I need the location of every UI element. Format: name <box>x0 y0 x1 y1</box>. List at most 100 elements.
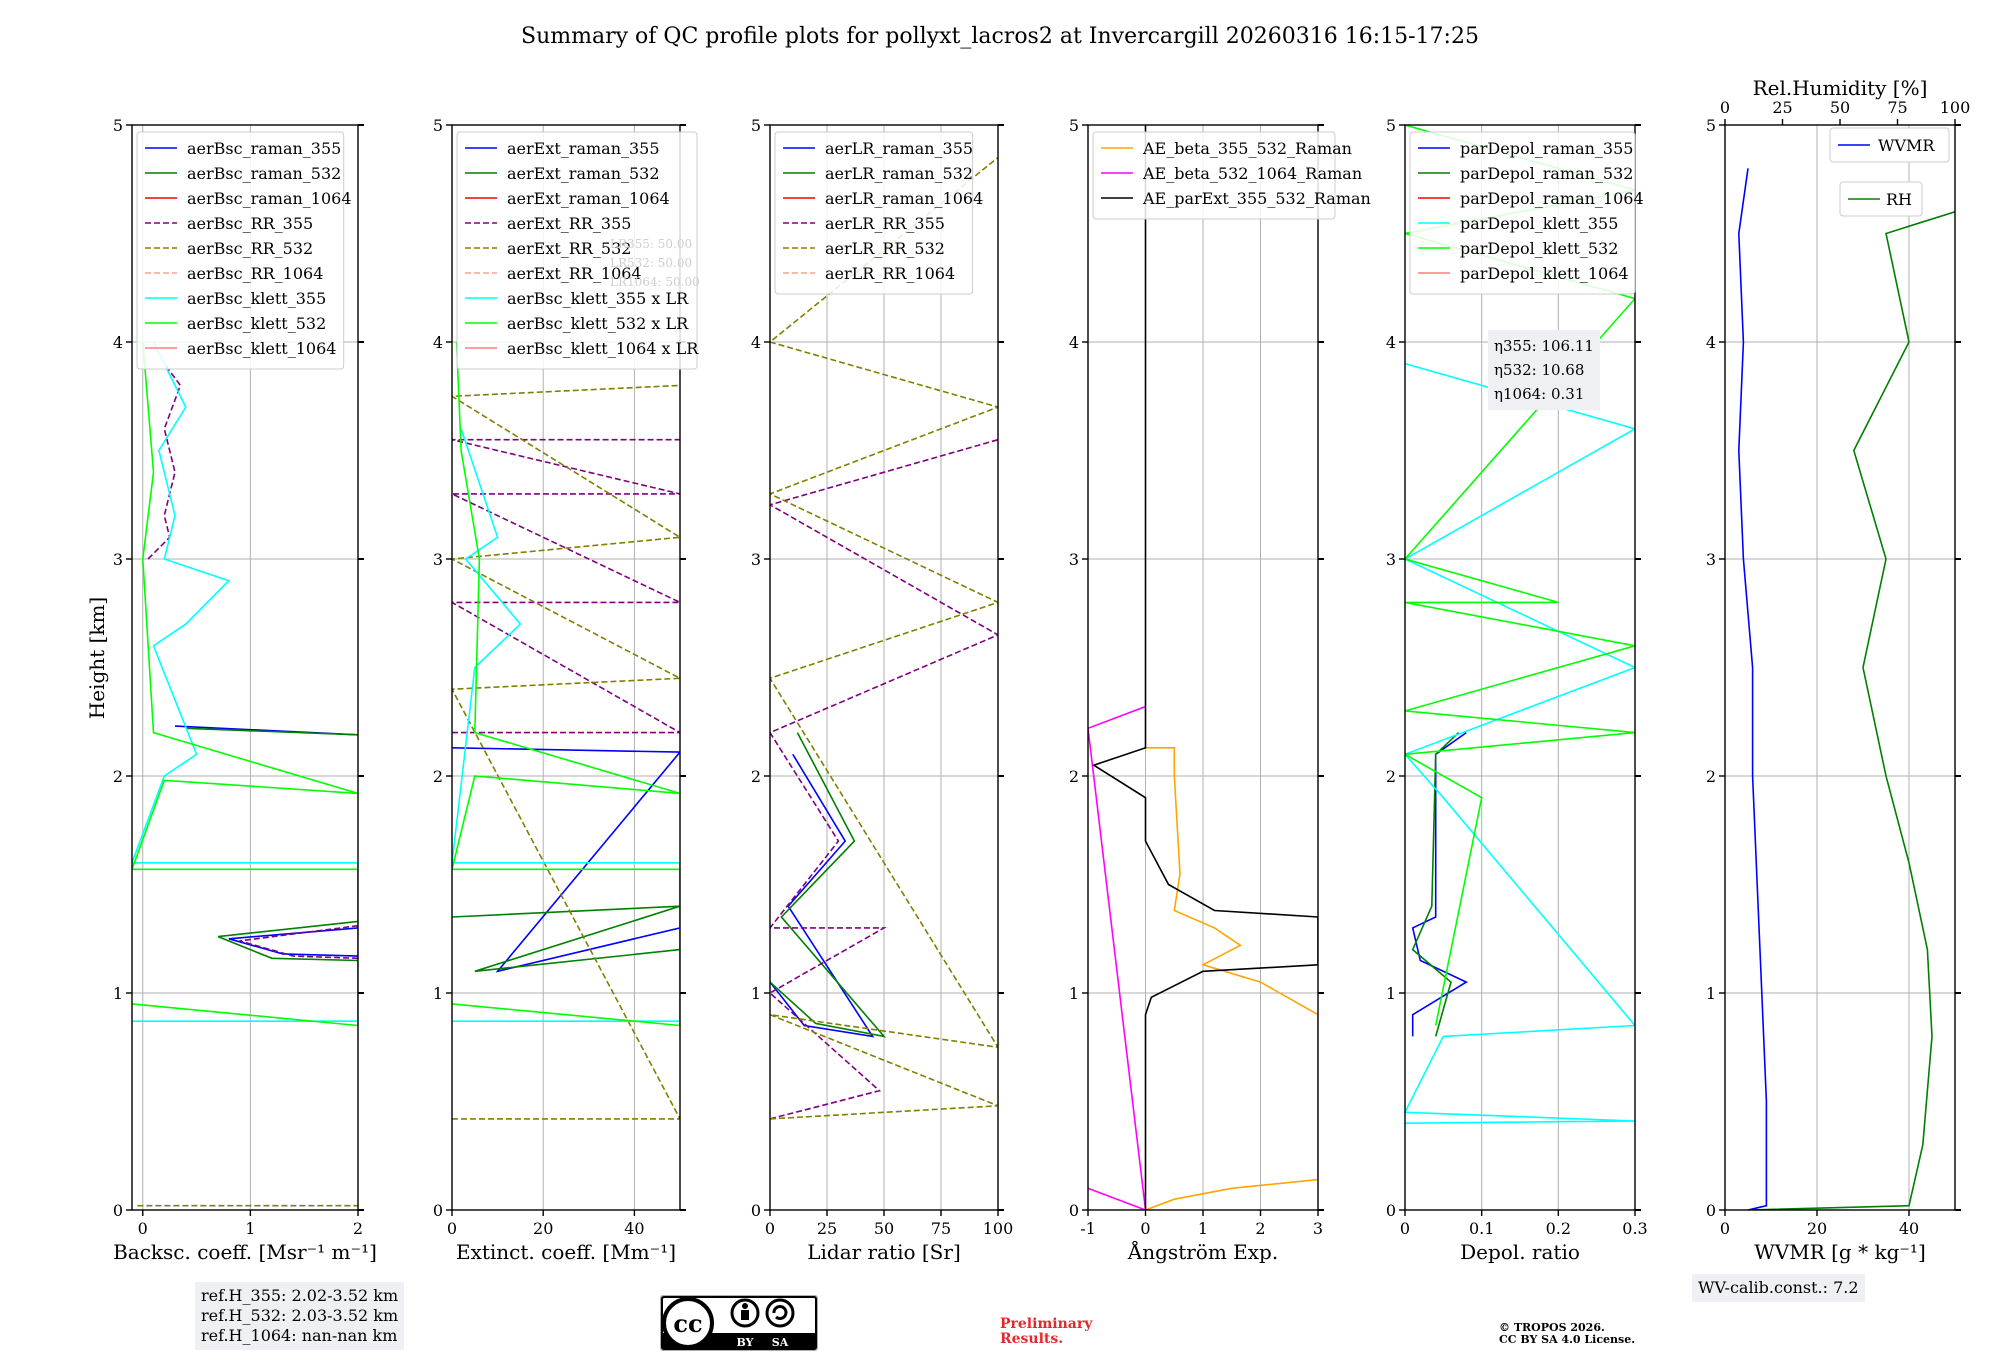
legend-label: RH <box>1886 190 1912 209</box>
by-text: BY <box>737 1336 754 1349</box>
series-line-peak-532 <box>217 920 358 962</box>
x-tick-label: 2 <box>353 1219 363 1238</box>
legend-label: parDepol_raman_1064 <box>1460 189 1644 208</box>
wv-calib-note: WV-calib.const.: 7.2 <box>1692 1274 1865 1302</box>
x-tick-label: 1 <box>245 1219 255 1238</box>
x-tick-label: 2 <box>1255 1219 1265 1238</box>
y-tick-label: 2 <box>751 767 761 786</box>
legend-label: AE_beta_355_532_Raman <box>1142 139 1352 158</box>
y-tick-label: 1 <box>433 984 443 1003</box>
legend-label: aerLR_RR_532 <box>825 239 945 258</box>
series-line-aerlr-raman-355 <box>770 753 875 1038</box>
y-tick-label: 4 <box>1706 333 1716 352</box>
series-line-peak-rr <box>239 924 358 960</box>
x-tick-label: 40 <box>1899 1219 1919 1238</box>
eta-532: η532: 10.68 <box>1494 361 1585 379</box>
y-tick-label: 5 <box>113 116 123 135</box>
y-tick-label: 0 <box>1706 1201 1716 1220</box>
legend-label: aerBsc_klett_355 <box>187 289 326 308</box>
series-line-pardepol-klett-355 <box>1405 362 1635 1124</box>
legend-label: aerBsc_RR_532 <box>187 239 313 258</box>
x-tick-label: 0.3 <box>1622 1219 1647 1238</box>
x-tick-label: 20 <box>533 1219 553 1238</box>
series-line-ae-beta-355-532-raman <box>1145 746 1318 1210</box>
x-tick-label: 50 <box>874 1219 894 1238</box>
x-axis-label: Depol. ratio <box>1460 1240 1580 1264</box>
y-tick-label: 4 <box>113 333 123 352</box>
series-line-wvmr <box>1737 168 1768 1210</box>
y-tick-label: 4 <box>433 333 443 352</box>
x-tick-label: 0 <box>1140 1219 1150 1238</box>
x2-tick-label: 25 <box>1772 98 1792 117</box>
y-tick-label: 3 <box>1706 550 1716 569</box>
x-tick-label: 0 <box>447 1219 457 1238</box>
x-tick-label: 75 <box>931 1219 951 1238</box>
series-line-aerbsc-klett-532 <box>132 341 358 1027</box>
plot-frame <box>131 124 359 1211</box>
subplot-6: 0 20 40 0 1 2 3 4 5 WVMR [g * kg⁻¹] 0 25 50 75 100 Rel.… <box>1706 76 1970 1264</box>
y-tick-label: 1 <box>1069 984 1079 1003</box>
y-tick-label: 2 <box>1069 767 1079 786</box>
legend-label: AE_parExt_355_532_Raman <box>1142 189 1371 208</box>
series-line-rh <box>1747 211 1955 1210</box>
x-tick-label: 40 <box>624 1219 644 1238</box>
legend-label: aerBsc_RR_355 <box>187 214 313 233</box>
legend-label: aerBsc_klett_355 x LR <box>507 289 689 308</box>
series-line-aerbsc-raman-532 <box>185 727 358 736</box>
eta-355: η355: 106.11 <box>1494 337 1594 355</box>
y-tick-label: 1 <box>1386 984 1396 1003</box>
legend-label: parDepol_raman_532 <box>1460 164 1633 183</box>
x-axis-label: Backsc. coeff. [Msr⁻¹ m⁻¹] <box>113 1240 377 1264</box>
faint-lr-label: LR355: 50.00 <box>610 237 692 251</box>
series-line-aerbsc-rr-355 <box>147 341 182 560</box>
preliminary-line-1: Preliminary <box>1000 1316 1093 1332</box>
legend-label: parDepol_klett_1064 <box>1460 264 1629 283</box>
x2-tick-label: 100 <box>1940 98 1971 117</box>
legend-label: aerBsc_raman_355 <box>187 139 341 158</box>
series-line-ae-parext-355-532-raman <box>1091 125 1318 1210</box>
x-axis-label: Ångström Exp. <box>1127 1239 1278 1264</box>
legend-label: aerBsc_klett_1064 <box>187 339 336 358</box>
legend-label: aerLR_raman_355 <box>825 139 973 158</box>
legend-label: aerExt_RR_532 <box>507 239 631 258</box>
x-tick-label: 25 <box>817 1219 837 1238</box>
x-tick-label: -1 <box>1080 1219 1096 1238</box>
y-tick-label: 2 <box>1706 767 1716 786</box>
x-tick-label: 0 <box>765 1219 775 1238</box>
legend-label: aerLR_raman_1064 <box>825 189 983 208</box>
preliminary-line-2: Results. <box>1000 1331 1064 1347</box>
legend-label: AE_beta_532_1064_Raman <box>1142 164 1362 183</box>
legend-box <box>1839 181 1923 217</box>
legend-box <box>774 131 974 295</box>
y-tick-label: 0 <box>1386 1201 1396 1220</box>
x-tick-label: 3 <box>1313 1219 1323 1238</box>
y-tick-label: 0 <box>113 1201 123 1220</box>
plot-frame <box>451 124 681 1211</box>
legend-box <box>456 131 698 370</box>
y-tick-label: 4 <box>751 333 761 352</box>
y-tick-label: 2 <box>1386 767 1396 786</box>
series-group <box>132 341 358 1207</box>
legend-label: aerExt_RR_355 <box>507 214 631 233</box>
legend-label: parDepol_raman_355 <box>1460 139 1633 158</box>
series-line-peak-355 <box>228 927 358 957</box>
x2-tick-label: 50 <box>1830 98 1850 117</box>
series-line-aerlr-rr-532 <box>770 156 998 1120</box>
y-tick-label: 2 <box>433 767 443 786</box>
legend-label: aerLR_raman_532 <box>825 164 973 183</box>
legend-box <box>1092 131 1336 220</box>
y-tick-label: 0 <box>751 1201 761 1220</box>
y-tick-label: 1 <box>751 984 761 1003</box>
y-tick-label: 3 <box>1386 550 1396 569</box>
legend-label: WVMR <box>1878 136 1935 155</box>
ref-height-1064: ref.H_1064: nan-nan km <box>201 1326 398 1345</box>
x-tick-label: 0.2 <box>1546 1219 1571 1238</box>
legend-label: aerExt_raman_355 <box>507 139 660 158</box>
x2-tick-label: 75 <box>1887 98 1907 117</box>
subplot-5: 0 0.1 0.2 0.3 0 1 2 3 4 5 Depol. ratio parDepol_ram… <box>1386 116 1648 1264</box>
y-tick-label: 3 <box>113 550 123 569</box>
x-tick-label: 1 <box>1198 1219 1208 1238</box>
y-tick-label: 5 <box>751 116 761 135</box>
